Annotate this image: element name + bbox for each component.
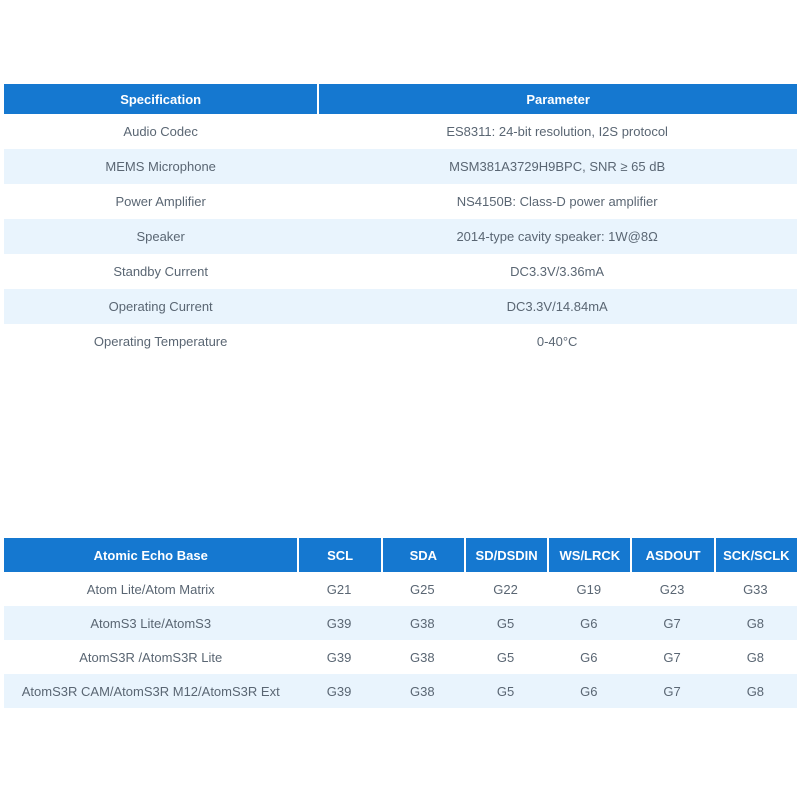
table-cell: Standby Current	[4, 254, 318, 289]
column-header: Specification	[4, 84, 318, 114]
column-header: Atomic Echo Base	[4, 538, 298, 572]
table-cell: G5	[463, 674, 548, 708]
table-cell: G25	[380, 572, 464, 606]
table-cell: Speaker	[4, 219, 318, 254]
table-cell: MSM381A3729H9BPC, SNR ≥ 65 dB	[317, 149, 797, 184]
table-cell: DC3.3V/14.84mA	[317, 289, 797, 324]
table-cell: G19	[547, 572, 631, 606]
table-cell: DC3.3V/3.36mA	[317, 254, 797, 289]
table-row: Operating Current DC3.3V/14.84mA	[4, 289, 797, 324]
table-cell: G21	[297, 572, 381, 606]
column-header: SCL	[297, 538, 381, 572]
table-cell: G33	[713, 572, 797, 606]
table-cell: G23	[630, 572, 714, 606]
table-row: Audio Codec ES8311: 24-bit resolution, I2…	[4, 114, 797, 149]
table-cell: G5	[463, 606, 548, 640]
table-row: Speaker 2014-type cavity speaker: 1W@8Ω	[4, 219, 797, 254]
table-cell: Operating Temperature	[4, 324, 318, 359]
table-row: AtomS3R CAM/AtomS3R M12/AtomS3R Ext G39 G3…	[4, 674, 797, 708]
column-header: SDA	[380, 538, 464, 572]
table-row: MEMS Microphone MSM381A3729H9BPC, SNR ≥ 6…	[4, 149, 797, 184]
table-cell: 0-40°C	[317, 324, 797, 359]
table-row: Operating Temperature 0-40°C	[4, 324, 797, 359]
table-cell: G38	[380, 640, 464, 674]
table-cell: G22	[463, 572, 548, 606]
header-row: Specification Parameter	[4, 84, 797, 114]
column-header: ASDOUT	[630, 538, 714, 572]
specification-table-header: Specification Parameter	[4, 84, 797, 114]
table-cell: G7	[630, 674, 714, 708]
table-row: Power Amplifier NS4150B: Class-D power am…	[4, 184, 797, 219]
table-cell: G7	[630, 640, 714, 674]
table-cell: G8	[713, 606, 797, 640]
pin-map-table-body: Atom Lite/Atom Matrix G21 G25 G22 G19 G23 G33 A…	[4, 572, 797, 708]
table-row: Standby Current DC3.3V/3.36mA	[4, 254, 797, 289]
table-row: Atom Lite/Atom Matrix G21 G25 G22 G19 G23 G33	[4, 572, 797, 606]
table-cell: G6	[547, 606, 631, 640]
column-header: SD/DSDIN	[463, 538, 548, 572]
column-header: WS/LRCK	[547, 538, 631, 572]
column-header: SCK/SCLK	[713, 538, 797, 572]
table-cell: AtomS3R CAM/AtomS3R M12/AtomS3R Ext	[4, 674, 298, 708]
table-row: AtomS3R /AtomS3R Lite G39 G38 G5 G6 G7 G8	[4, 640, 797, 674]
table-cell: Atom Lite/Atom Matrix	[4, 572, 298, 606]
table-cell: G39	[297, 674, 381, 708]
table-cell: G6	[547, 640, 631, 674]
table-cell: 2014-type cavity speaker: 1W@8Ω	[317, 219, 797, 254]
table-cell: Power Amplifier	[4, 184, 318, 219]
table-row: AtomS3 Lite/AtomS3 G39 G38 G5 G6 G7 G8	[4, 606, 797, 640]
pin-map-table: Atomic Echo Base SCL SDA SD/DSDIN WS/LRCK ASD…	[4, 538, 797, 708]
table-cell: G8	[713, 640, 797, 674]
table-cell: G6	[547, 674, 631, 708]
pin-map-table-header: Atomic Echo Base SCL SDA SD/DSDIN WS/LRCK ASD…	[4, 538, 797, 572]
table-cell: MEMS Microphone	[4, 149, 318, 184]
header-row: Atomic Echo Base SCL SDA SD/DSDIN WS/LRCK ASD…	[4, 538, 797, 572]
table-cell: AtomS3R /AtomS3R Lite	[4, 640, 298, 674]
specification-table: Specification Parameter Audio Codec ES8311…	[4, 84, 797, 359]
specification-table-body: Audio Codec ES8311: 24-bit resolution, I2…	[4, 114, 797, 359]
table-cell: NS4150B: Class-D power amplifier	[317, 184, 797, 219]
table-cell: G39	[297, 640, 381, 674]
table-cell: Operating Current	[4, 289, 318, 324]
table-cell: G5	[463, 640, 548, 674]
table-cell: Audio Codec	[4, 114, 318, 149]
table-cell: G7	[630, 606, 714, 640]
table-cell: AtomS3 Lite/AtomS3	[4, 606, 298, 640]
table-cell: ES8311: 24-bit resolution, I2S protocol	[317, 114, 797, 149]
column-header: Parameter	[317, 84, 797, 114]
table-cell: G39	[297, 606, 381, 640]
table-cell: G38	[380, 674, 464, 708]
table-cell: G8	[713, 674, 797, 708]
table-cell: G38	[380, 606, 464, 640]
